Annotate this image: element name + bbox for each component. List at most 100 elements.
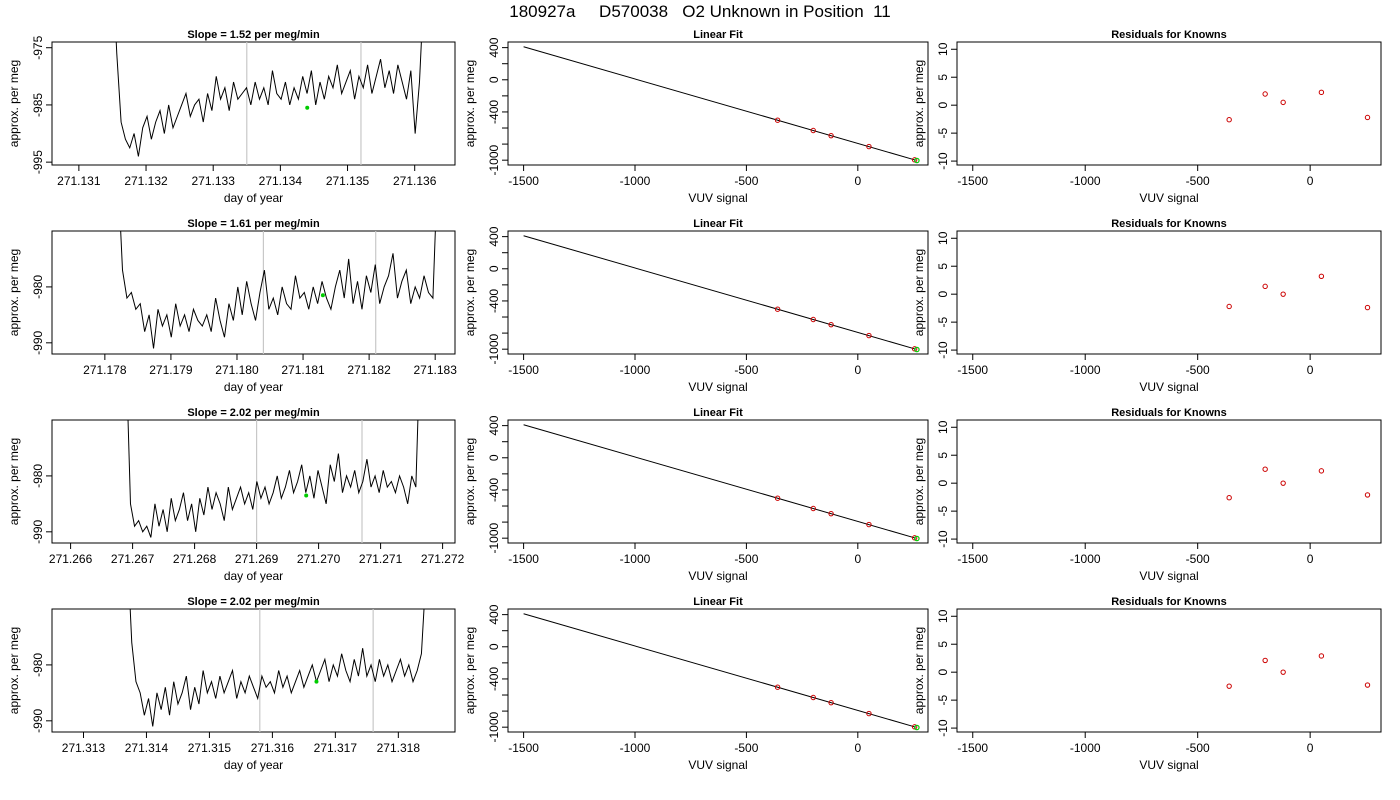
- y-tick-label: 5: [936, 74, 950, 81]
- plot-area: [1226, 466, 1371, 501]
- x-tick-label: -500: [734, 174, 758, 188]
- residuals-4-panel: Residuals for Knowns VUV signal approx. pe…: [912, 596, 1382, 772]
- x-tick-label: -1500: [957, 174, 988, 188]
- residual-point: [1364, 304, 1371, 311]
- unknown-marker: [320, 293, 325, 298]
- known-point: [810, 127, 816, 134]
- y-tick-label: -990: [31, 708, 45, 732]
- x-tick-label: -1000: [1070, 741, 1101, 755]
- panel-title: Residuals for Knowns: [1111, 407, 1227, 419]
- residual-point: [1262, 466, 1268, 472]
- plot-area: [523, 424, 920, 542]
- y-tick-label: 10: [936, 420, 950, 434]
- y-tick-label: 0: [487, 643, 501, 650]
- y-tick-label: 400: [487, 37, 501, 57]
- plot-frame: [51, 41, 456, 166]
- y-axis-label: approx. per meg: [912, 60, 926, 147]
- y-axis-label: approx. per meg: [7, 60, 21, 147]
- residual-point: [1226, 303, 1232, 310]
- y-tick-label: -980: [31, 464, 45, 488]
- y-tick-label: -10: [936, 530, 950, 548]
- x-tick-label: -500: [734, 363, 758, 377]
- unknown-point: [914, 535, 920, 542]
- x-tick-label: 271.318: [377, 741, 421, 755]
- residual-point: [1280, 669, 1286, 675]
- y-axis-label: approx. per meg: [463, 60, 477, 147]
- x-tick-label: -1000: [1070, 363, 1101, 377]
- x-axis-label: VUV signal: [1139, 380, 1198, 394]
- timeseries-2-panel: Slope = 1.61 per meg/min day of year appro…: [7, 218, 457, 394]
- known-point: [828, 699, 834, 706]
- x-axis-label: VUV signal: [688, 380, 747, 394]
- x-tick-label: -500: [734, 741, 758, 755]
- residual-point: [1262, 657, 1268, 664]
- y-tick-label: 400: [487, 604, 501, 624]
- series-line: [127, 420, 419, 538]
- x-axis-label: VUV signal: [688, 191, 747, 205]
- panel-title: Slope = 2.02 per meg/min: [187, 596, 320, 608]
- known-point: [810, 694, 816, 701]
- y-tick-label: -1000: [487, 145, 501, 176]
- y-tick-label: 10: [936, 609, 950, 623]
- y-tick-label: -1000: [487, 712, 501, 743]
- y-tick-label: 10: [936, 42, 950, 56]
- residual-point: [1226, 117, 1232, 123]
- y-tick-label: 400: [487, 226, 501, 246]
- x-axis-label: day of year: [224, 569, 283, 583]
- x-tick-label: 271.178: [83, 363, 127, 377]
- y-axis-label: approx. per meg: [7, 627, 21, 714]
- fit-1-panel: Linear Fit VUV signal approx. per meg -1500…: [463, 29, 929, 205]
- x-tick-label: 0: [854, 363, 861, 377]
- unknown-marker: [305, 105, 310, 110]
- figure-title: 180927a D570038 O2 Unknown in Position 1…: [509, 2, 891, 21]
- y-tick-label: 5: [936, 263, 950, 270]
- plot-area: [120, 231, 436, 354]
- x-tick-label: 271.316: [251, 741, 295, 755]
- series-line: [115, 42, 422, 157]
- y-tick-label: -990: [31, 519, 45, 543]
- x-tick-label: 271.136: [393, 174, 437, 188]
- residual-point: [1226, 495, 1232, 501]
- series-line: [120, 231, 436, 349]
- residual-point: [1262, 91, 1268, 97]
- x-tick-label: 271.269: [235, 552, 279, 566]
- plot-area: [523, 46, 920, 164]
- y-axis-label: approx. per meg: [7, 438, 21, 525]
- x-tick-label: 271.179: [149, 363, 193, 377]
- panel-title: Linear Fit: [693, 407, 743, 419]
- y-tick-label: 0: [936, 291, 950, 298]
- unknown-point: [914, 724, 920, 731]
- x-tick-label: 0: [1307, 174, 1314, 188]
- x-tick-label: -1000: [620, 552, 651, 566]
- x-axis-label: day of year: [224, 758, 283, 772]
- residual-point: [1280, 480, 1286, 486]
- x-tick-label: 271.313: [62, 741, 106, 755]
- x-tick-label: 271.181: [281, 363, 325, 377]
- residual-point: [1364, 492, 1371, 498]
- y-tick-label: -1000: [487, 523, 501, 554]
- plot-area: [1226, 89, 1371, 123]
- y-tick-label: -5: [936, 505, 950, 516]
- y-tick-label: -990: [31, 330, 45, 354]
- timeseries-4-panel: Slope = 2.02 per meg/min day of year appro…: [7, 596, 456, 772]
- y-tick-label: -5: [936, 127, 950, 138]
- plot-area: [129, 609, 425, 732]
- x-tick-label: -1500: [508, 741, 539, 755]
- y-tick-label: -985: [31, 93, 45, 117]
- x-tick-label: 271.131: [57, 174, 101, 188]
- plot-frame: [956, 608, 1382, 733]
- panel-title: Residuals for Knowns: [1111, 596, 1227, 608]
- y-tick-label: 0: [487, 454, 501, 461]
- x-tick-label: 271.183: [413, 363, 457, 377]
- known-point: [774, 117, 781, 123]
- x-tick-label: 271.271: [359, 552, 403, 566]
- plot-frame: [51, 230, 456, 355]
- x-axis-label: day of year: [224, 191, 283, 205]
- x-tick-label: -500: [1186, 741, 1210, 755]
- x-tick-label: 0: [854, 174, 861, 188]
- y-axis-label: approx. per meg: [912, 249, 926, 336]
- panel-title: Slope = 2.02 per meg/min: [187, 407, 320, 419]
- plot-frame: [507, 608, 929, 733]
- y-tick-label: -400: [487, 289, 501, 313]
- residual-point: [1364, 682, 1371, 688]
